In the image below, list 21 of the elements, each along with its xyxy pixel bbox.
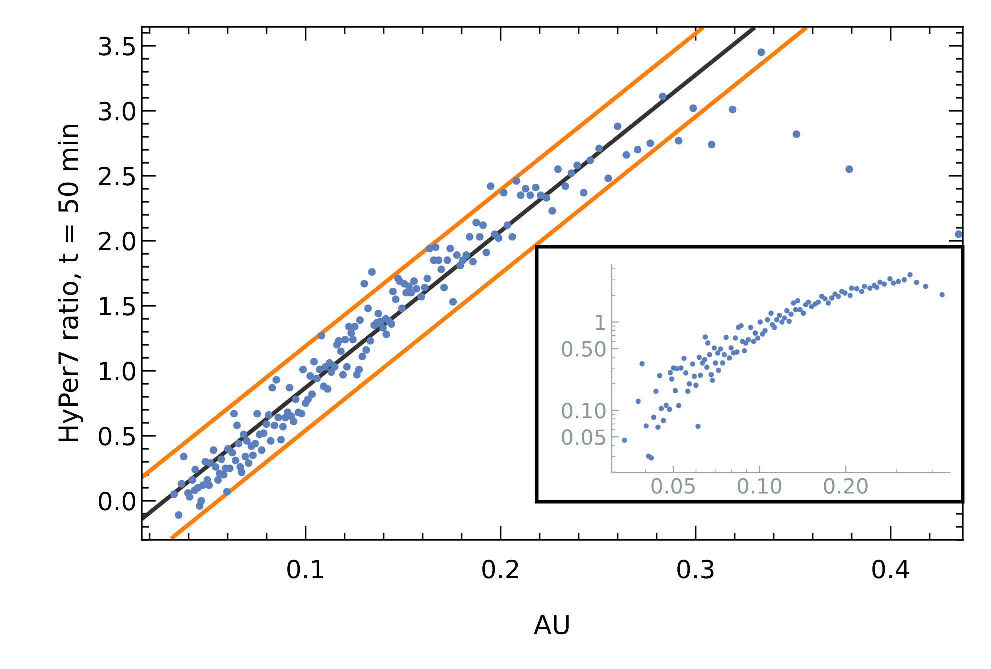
y-tick-label: 3.5 [99,36,135,56]
y-tick-label: 0.10 [562,402,606,419]
x-tick-label: 0.1 [288,560,324,579]
y-tick-label: 3.0 [99,102,136,121]
y-tick-label: 0.5 [99,426,135,446]
y-tick-label: 1.5 [100,297,135,316]
y-tick-label: 1 [596,314,606,330]
y-tick-label: 0.05 [562,430,606,446]
y-tick-label: 0.0 [99,492,136,511]
y-tick-label: 1.0 [100,362,136,381]
x-axis-title: AU [534,615,569,635]
x-tick-label: 0.05 [652,478,695,494]
y-tick-label: 2.0 [99,232,136,251]
y-tick-label: 0.50 [562,341,606,358]
x-tick-label: 0.20 [824,478,868,494]
y-tick-label: 2.5 [99,166,135,186]
x-tick-label: 0.4 [872,560,910,579]
x-tick-label: 0.2 [482,560,518,579]
x-tick-label: 0.3 [678,560,714,579]
x-tick-label: 0.10 [738,478,782,494]
y-axis-title: HyPer7 ratio, t = 50 min [58,125,84,442]
